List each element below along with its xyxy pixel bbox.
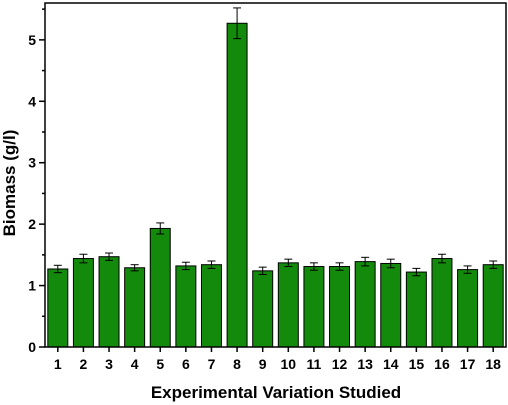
x-tick-label: 2	[80, 356, 88, 372]
y-tick-label: 1	[28, 278, 36, 294]
x-tick-label: 6	[182, 356, 190, 372]
error-bar-4	[130, 264, 139, 272]
x-tick-label: 7	[208, 356, 216, 372]
error-bar-11	[309, 262, 318, 271]
bar-7	[200, 264, 222, 348]
x-tick-label: 18	[485, 356, 501, 372]
x-axis-title: Experimental Variation Studied	[151, 383, 401, 402]
x-tick-label: 5	[156, 356, 164, 372]
bar-10	[277, 262, 299, 348]
plot-frame	[44, 2, 507, 348]
error-bar-5	[156, 222, 165, 235]
bar-9	[252, 270, 274, 348]
x-tick-label: 13	[357, 356, 373, 372]
error-bar-13	[361, 256, 370, 267]
bar-2	[72, 258, 94, 348]
x-tick-label: 10	[281, 356, 297, 372]
bar-5	[149, 227, 171, 348]
bar-3	[98, 256, 120, 348]
bar-16	[431, 258, 453, 348]
error-bar-6	[181, 261, 190, 271]
x-tick-label: 17	[460, 356, 476, 372]
bar-8	[226, 22, 248, 348]
error-bar-1	[53, 264, 62, 274]
error-bar-10	[284, 258, 293, 268]
x-tick-label: 3	[105, 356, 113, 372]
bar-11	[303, 266, 325, 348]
error-bar-16	[437, 253, 446, 264]
error-bar-8	[233, 7, 242, 40]
x-tick-label: 16	[434, 356, 450, 372]
x-tick-label: 1	[54, 356, 62, 372]
error-bar-15	[412, 267, 421, 277]
error-bar-7	[207, 260, 216, 269]
x-tick-label: 15	[409, 356, 425, 372]
x-tick-label: 4	[131, 356, 139, 372]
error-bar-17	[463, 265, 472, 274]
x-tick-label: 12	[332, 356, 348, 372]
error-bar-18	[489, 260, 498, 269]
bar-15	[405, 271, 427, 348]
x-tick-label: 14	[383, 356, 399, 372]
bar-4	[124, 267, 146, 348]
error-bar-12	[335, 262, 344, 271]
y-tick-label: 3	[28, 155, 36, 171]
bar-17	[457, 269, 479, 348]
error-bar-2	[79, 253, 88, 264]
y-axis-title: Biomass (g/l)	[0, 130, 19, 237]
y-tick-label: 2	[28, 216, 36, 232]
error-bar-3	[105, 252, 114, 261]
x-tick-label: 9	[259, 356, 267, 372]
bar-12	[329, 266, 351, 348]
bar-18	[482, 264, 504, 348]
bar-14	[380, 262, 402, 348]
y-tick-label: 0	[28, 339, 36, 355]
error-bar-9	[258, 266, 267, 276]
y-tick-label: 4	[28, 93, 36, 109]
y-tick-label: 5	[28, 32, 36, 48]
bar-13	[354, 261, 376, 348]
bar-1	[47, 268, 69, 348]
x-tick-label: 8	[233, 356, 241, 372]
x-tick-label: 11	[307, 356, 322, 372]
bar-6	[175, 265, 197, 348]
error-bar-14	[386, 258, 395, 269]
